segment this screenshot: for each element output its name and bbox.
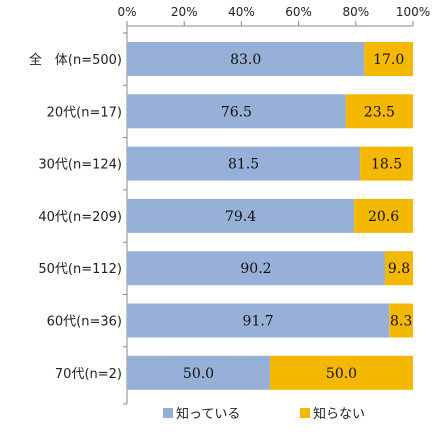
legend-swatch xyxy=(163,408,173,418)
data-label: 81.5 xyxy=(228,157,259,173)
data-label: 18.5 xyxy=(371,157,402,173)
x-tick-label: 40% xyxy=(228,5,255,19)
data-label: 8.3 xyxy=(390,314,412,330)
data-label: 9.8 xyxy=(388,261,410,277)
bar-segment-known xyxy=(127,198,355,233)
legend-label: 知っている xyxy=(176,406,240,422)
bar-segment-known xyxy=(127,251,385,286)
legend-label: 知らない xyxy=(313,406,365,422)
bar-segment-known xyxy=(127,94,346,129)
bar-segment-unknown xyxy=(360,146,413,181)
bar-segment-unknown xyxy=(345,94,413,129)
data-label: 76.5 xyxy=(221,104,252,120)
bar-segment-known xyxy=(127,303,390,338)
category-label: 40代(n=209) xyxy=(38,210,122,225)
bar-segment-unknown xyxy=(270,355,413,390)
bar-segment-known xyxy=(127,42,365,76)
x-tick-label: 60% xyxy=(285,5,312,19)
bar-segment-unknown xyxy=(364,42,413,76)
data-label: 79.4 xyxy=(225,209,256,225)
bar-segment-unknown xyxy=(389,303,413,338)
bar-segment-known xyxy=(127,355,270,390)
x-tick-label: 0% xyxy=(117,5,136,19)
data-label: 50.0 xyxy=(326,366,357,382)
category-label: 70代(n=2) xyxy=(55,367,122,382)
x-tick-label: 100% xyxy=(396,5,430,19)
data-label: 90.2 xyxy=(240,261,271,277)
category-label: 50代(n=112) xyxy=(38,262,122,277)
data-label: 17.0 xyxy=(373,52,404,68)
data-label: 91.7 xyxy=(243,314,274,330)
x-tick-label: 80% xyxy=(342,5,369,19)
data-label: 83.0 xyxy=(230,52,261,68)
category-label: 全 体(n=500) xyxy=(29,52,122,68)
legend-swatch xyxy=(300,408,310,418)
bar-segment-unknown xyxy=(384,251,413,286)
category-label: 20代(n=17) xyxy=(47,105,122,120)
bar-segment-known xyxy=(127,146,361,181)
x-tick-label: 20% xyxy=(171,5,198,19)
category-label: 30代(n=124) xyxy=(38,158,122,173)
data-label: 50.0 xyxy=(183,366,214,382)
data-label: 23.5 xyxy=(364,104,395,120)
data-label: 20.6 xyxy=(368,209,399,225)
category-label: 60代(n=36) xyxy=(47,315,122,330)
bar-segment-unknown xyxy=(354,198,413,233)
